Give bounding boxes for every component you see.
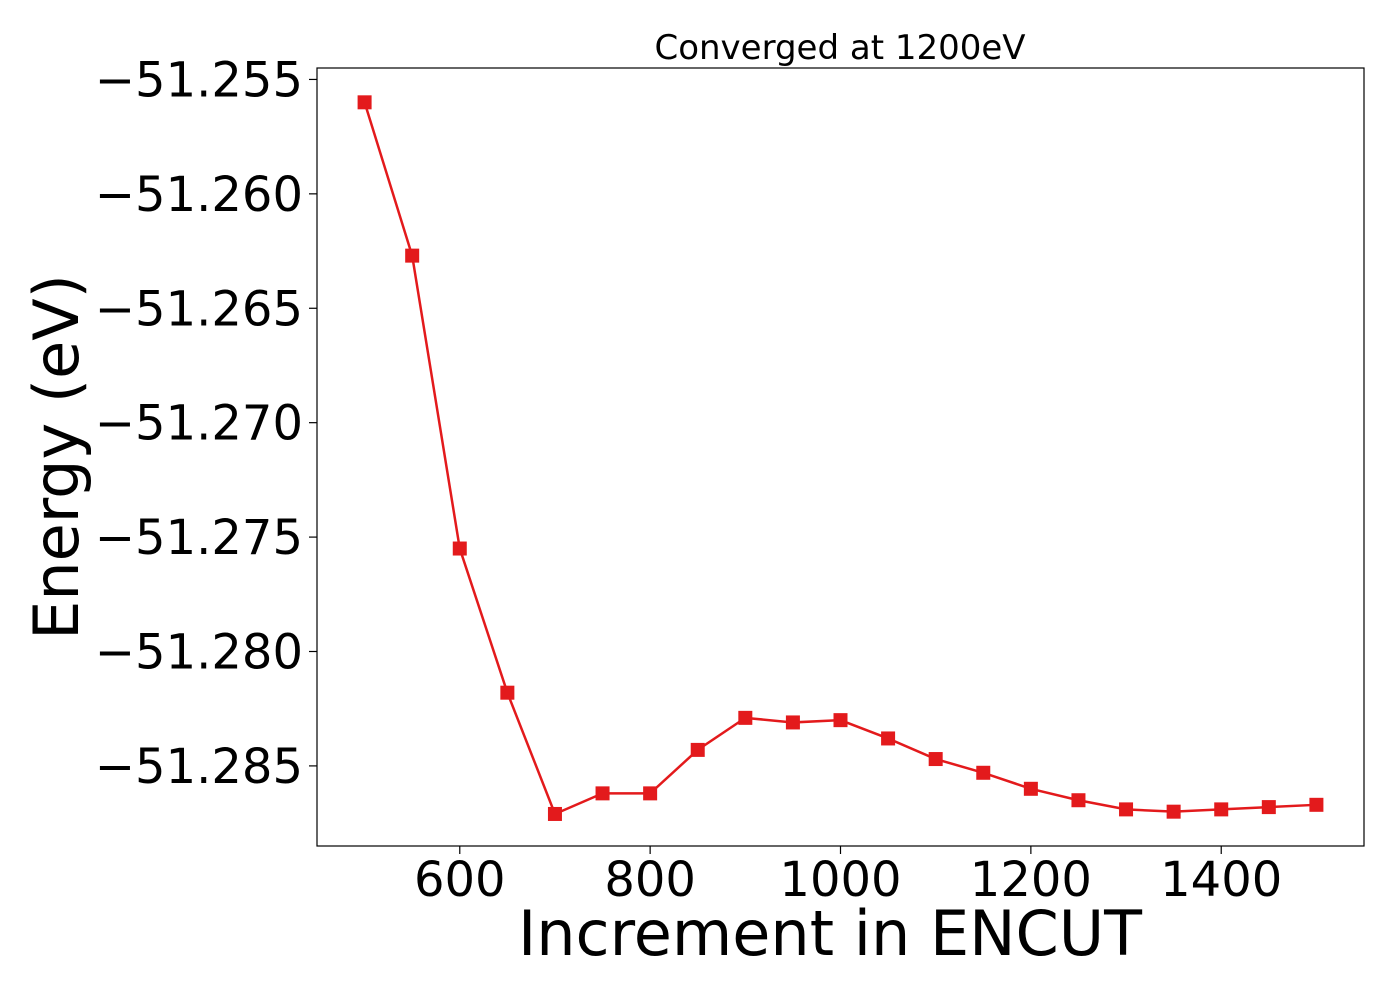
- y-tick-label: −51.260: [95, 167, 303, 223]
- x-tick-label: 800: [604, 852, 696, 908]
- data-point-marker: [1214, 802, 1229, 817]
- y-tick-label: −51.265: [95, 281, 303, 337]
- data-point-marker: [1166, 804, 1181, 819]
- data-point-marker: [690, 742, 705, 757]
- y-tick-label: −51.270: [95, 396, 303, 452]
- x-tick-label: 1200: [970, 852, 1092, 908]
- data-point-marker: [547, 806, 562, 821]
- data-point-marker: [1309, 797, 1324, 812]
- y-tick-label: −51.275: [95, 510, 303, 566]
- y-tick-label: −51.255: [95, 52, 303, 108]
- y-axis-title: Energy (eV): [20, 274, 93, 640]
- data-point-marker: [405, 248, 420, 263]
- y-axis-ticks: −51.255 −51.260 −51.265 −51.270 −51.275 −51.2…: [95, 52, 317, 795]
- data-point-marker: [833, 713, 848, 728]
- x-axis-ticks: 600 800 1000 1200 1400: [414, 846, 1282, 908]
- y-tick-label: −51.285: [95, 739, 303, 795]
- data-point-marker: [738, 710, 753, 725]
- x-tick-label: 600: [414, 852, 506, 908]
- chart-title: Converged at 1200eV: [654, 28, 1025, 68]
- data-point-marker: [357, 95, 372, 110]
- data-point-marker: [976, 765, 991, 780]
- data-point-marker: [1071, 793, 1086, 808]
- data-point-marker: [595, 786, 610, 801]
- data-point-marker: [1261, 800, 1276, 815]
- plot-frame: [316, 67, 1365, 847]
- series-layer: [357, 95, 1324, 821]
- plot-area: [317, 68, 1364, 846]
- data-point-marker: [643, 786, 658, 801]
- x-tick-label: 1000: [779, 852, 901, 908]
- data-point-marker: [785, 715, 800, 730]
- data-point-marker: [1119, 802, 1134, 817]
- data-point-marker: [1023, 781, 1038, 796]
- data-point-marker: [500, 685, 515, 700]
- data-point-marker: [928, 752, 943, 767]
- y-tick-label: −51.280: [95, 625, 303, 681]
- x-tick-label: 1400: [1160, 852, 1282, 908]
- x-axis-title: Increment in ENCUT: [518, 897, 1143, 970]
- data-point-marker: [881, 731, 896, 746]
- data-point-marker: [452, 541, 467, 556]
